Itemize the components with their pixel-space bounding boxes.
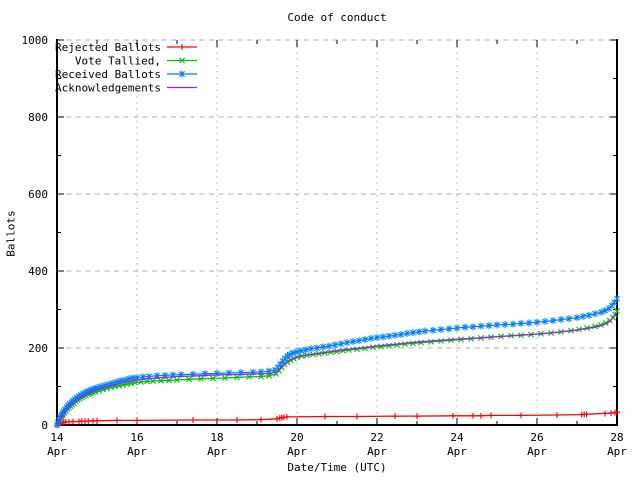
series-line-3 <box>56 312 618 426</box>
legend-label-1: Vote Tallied, <box>75 55 161 68</box>
x-axis-title: Date/Time (UTC) <box>287 461 387 474</box>
series-markers-2 <box>54 295 620 429</box>
legend-sample-marker-0 <box>179 44 185 50</box>
x-tick-label-day: 16 <box>130 431 143 444</box>
legend-sample-marker-1 <box>179 57 185 64</box>
y-tick-label: 1000 <box>22 34 49 47</box>
legend-sample-marker-2 <box>179 70 185 78</box>
x-tick-label-day: 20 <box>290 431 303 444</box>
x-tick-label-month: Apr <box>287 445 307 458</box>
legend-label-0: Rejected Ballots <box>55 41 161 54</box>
plot-border <box>56 39 618 426</box>
y-tick-label: 400 <box>28 265 48 278</box>
x-tick-label-day: 28 <box>610 431 623 444</box>
x-tick-label-month: Apr <box>527 445 547 458</box>
legend-label-2: Received Ballots <box>55 68 161 81</box>
x-tick-label-day: 26 <box>530 431 543 444</box>
legend-label-3: Acknowledgements <box>55 82 161 95</box>
y-tick-label: 200 <box>28 342 48 355</box>
x-tick-label-day: 18 <box>210 431 223 444</box>
series-markers-1 <box>54 308 620 428</box>
x-tick-label-month: Apr <box>367 445 387 458</box>
x-tick-label-month: Apr <box>127 445 147 458</box>
x-tick-label-month: Apr <box>207 445 227 458</box>
x-tick-label-month: Apr <box>607 445 627 458</box>
x-tick-label-day: 24 <box>450 431 464 444</box>
y-tick-label: 800 <box>28 111 48 124</box>
y-axis-title: Ballots <box>4 210 18 257</box>
chart-title: Code of conduct <box>287 11 387 24</box>
series-line-1 <box>56 310 618 426</box>
x-tick-label-day: 14 <box>50 431 64 444</box>
x-tick-label-month: Apr <box>47 445 67 458</box>
x-tick-label-day: 22 <box>370 431 383 444</box>
x-tick-label-month: Apr <box>447 445 467 458</box>
y-tick-label: 0 <box>41 419 48 432</box>
series-line-2 <box>56 298 618 426</box>
y-tick-label: 600 <box>28 188 48 201</box>
